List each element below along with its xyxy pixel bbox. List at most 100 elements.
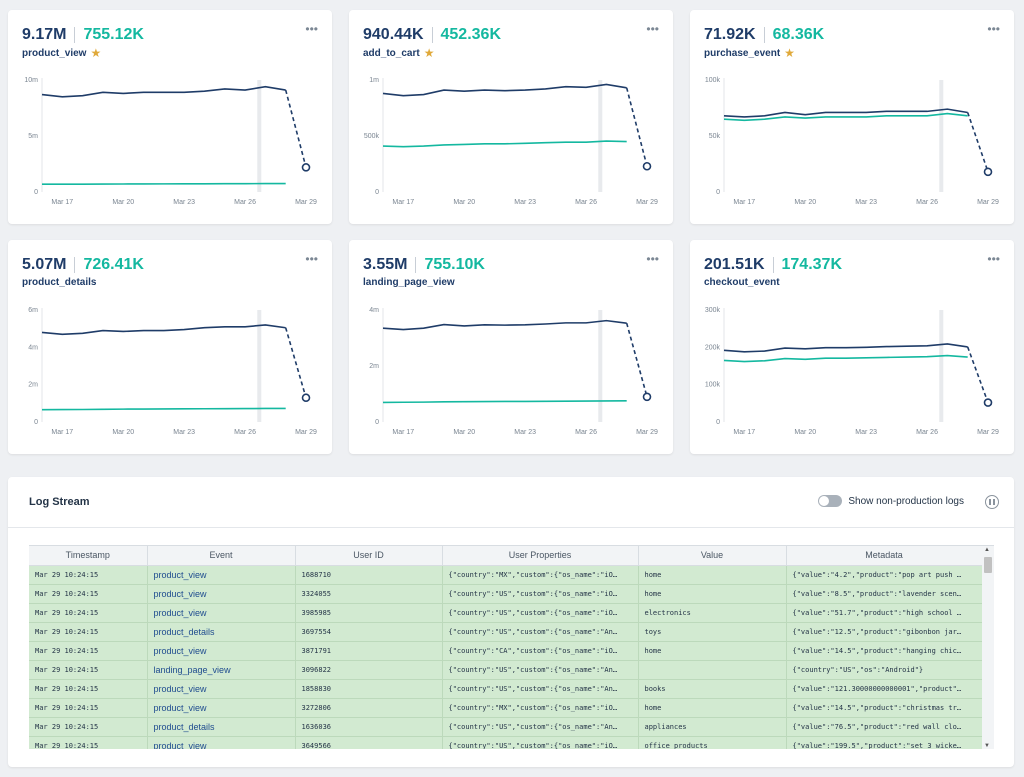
table-cell: Mar 29 10:24:15 xyxy=(29,565,148,585)
scroll-thumb[interactable] xyxy=(984,557,992,573)
event-link[interactable]: product_view xyxy=(147,698,296,718)
more-options-icon[interactable]: ••• xyxy=(646,22,659,36)
table-cell: Mar 29 10:24:15 xyxy=(29,622,148,642)
table-cell: Mar 29 10:24:15 xyxy=(29,660,148,680)
y-tick-label: 0 xyxy=(34,189,38,196)
column-header[interactable]: Value xyxy=(638,546,787,566)
scroll-up-icon[interactable]: ▲ xyxy=(984,547,990,553)
table-cell: {"value":"14.5","product":"hanging chic… xyxy=(786,641,983,661)
more-options-icon[interactable]: ••• xyxy=(305,252,318,266)
divider xyxy=(772,257,774,273)
series-total-line xyxy=(723,108,968,118)
series-total-projection xyxy=(284,89,307,168)
more-options-icon[interactable]: ••• xyxy=(305,22,318,36)
table-row[interactable]: Mar 29 10:24:15 product_view 1858830 {"coun… xyxy=(29,679,983,699)
scroll-down-icon[interactable]: ▼ xyxy=(984,743,990,749)
column-header[interactable]: Metadata xyxy=(786,546,983,566)
y-tick-label: 1m xyxy=(369,77,379,84)
series-total-projection xyxy=(625,87,648,167)
unique-count: 755.10K xyxy=(424,256,485,273)
event-link[interactable]: product_view xyxy=(147,565,296,585)
more-options-icon[interactable]: ••• xyxy=(987,252,1000,266)
table-cell: {"country":"US","custom":{"os_name":"An… xyxy=(442,717,639,737)
x-tick-label: Mar 20 xyxy=(794,429,816,436)
event-name-label: purchase_event xyxy=(704,47,781,59)
total-count: 940.44K xyxy=(363,26,424,43)
pause-icon-bar xyxy=(993,499,995,505)
table-row[interactable]: Mar 29 10:24:15 product_view 3649566 {"coun… xyxy=(29,736,983,749)
table-row[interactable]: Mar 29 10:24:15 product_details 3697554 {"c… xyxy=(29,622,983,642)
non-production-toggle[interactable] xyxy=(818,495,843,507)
metric-card-add-to-cart[interactable]: 940.44K 452.36K add_to_cart ★ ••• 1m 500k 0 Mar … xyxy=(349,10,673,224)
event-link[interactable]: product_details xyxy=(147,622,296,642)
toggle-label: Show non-production logs xyxy=(848,495,964,507)
current-period-marker xyxy=(257,310,262,422)
event-name: purchase_event ★ xyxy=(704,47,795,59)
column-header[interactable]: Event xyxy=(147,546,296,566)
x-tick-label: Mar 20 xyxy=(112,429,134,436)
event-link[interactable]: product_view xyxy=(147,584,296,604)
table-row[interactable]: Mar 29 10:24:15 product_view 3324055 {"coun… xyxy=(29,584,983,604)
table-row[interactable]: Mar 29 10:24:15 product_details 1636036 {"c… xyxy=(29,717,983,737)
series-unique-line xyxy=(382,400,627,404)
event-link[interactable]: product_view xyxy=(147,736,296,749)
x-tick-label: Mar 23 xyxy=(514,429,536,436)
unique-count: 726.41K xyxy=(83,256,144,273)
column-header[interactable]: User Properties xyxy=(442,546,639,566)
metric-card-purchase-event[interactable]: 71.92K 68.36K purchase_event ★ ••• 100k 50k 0 Ma… xyxy=(690,10,1014,224)
table-row[interactable]: Mar 29 10:24:15 product_view 3871791 {"coun… xyxy=(29,641,983,661)
log-table-container[interactable]: Timestamp Event User ID User Properties Valu… xyxy=(29,545,994,749)
table-cell: {"country":"US","custom":{"os_name":"iO… xyxy=(442,736,639,749)
table-cell: books xyxy=(638,679,787,699)
table-cell: 1858830 xyxy=(295,679,443,699)
x-tick-label: Mar 17 xyxy=(392,429,414,436)
table-cell: {"country":"US","custom":{"os_name":"iO… xyxy=(442,603,639,623)
total-count: 3.55M xyxy=(363,256,408,273)
event-link[interactable]: product_details xyxy=(147,717,296,737)
more-options-icon[interactable]: ••• xyxy=(987,22,1000,36)
metric-card-landing-page-view[interactable]: 3.55M 755.10K landing_page_view ••• 4m 2m 0 Mar… xyxy=(349,240,673,454)
series-total-projection xyxy=(966,112,989,173)
metric-card-checkout-event[interactable]: 201.51K 174.37K checkout_event ••• 300k 200k 1… xyxy=(690,240,1014,454)
current-period-marker xyxy=(598,80,603,192)
event-link[interactable]: landing_page_view xyxy=(147,660,296,680)
x-tick-label: Mar 29 xyxy=(636,199,658,206)
star-icon[interactable]: ★ xyxy=(90,46,102,60)
table-row[interactable]: Mar 29 10:24:15 product_view 3985985 {"coun… xyxy=(29,603,983,623)
star-icon[interactable]: ★ xyxy=(784,46,795,60)
x-tick-label: Mar 23 xyxy=(855,429,877,436)
metric-card-product-details[interactable]: 5.07M 726.41K product_details ••• 6m 4m 2m 0 Mar… xyxy=(8,240,332,454)
metric-card-product-view[interactable]: 9.17M 755.12K product_view ★ ••• 10m 5m 0 Mar 17… xyxy=(8,10,332,224)
column-header[interactable]: User ID xyxy=(295,546,443,566)
table-cell: Mar 29 10:24:15 xyxy=(29,641,148,661)
table-cell: {"country":"US","custom":{"os_name":"An… xyxy=(442,660,639,680)
column-header[interactable]: Timestamp xyxy=(29,546,148,566)
table-cell: 1688710 xyxy=(295,565,443,585)
event-name-label: landing_page_view xyxy=(363,277,455,288)
toggle-knob xyxy=(819,496,830,506)
divider xyxy=(8,527,1014,528)
y-tick-label: 0 xyxy=(375,419,379,426)
y-tick-label: 0 xyxy=(716,189,720,196)
y-tick-label: 6m xyxy=(28,307,38,314)
x-tick-label: Mar 17 xyxy=(733,199,755,206)
table-cell: toys xyxy=(638,622,787,642)
non-production-toggle-group: Show non-production logs xyxy=(818,495,964,507)
table-row[interactable]: Mar 29 10:24:15 product_view 1688710 {"coun… xyxy=(29,565,983,585)
table-scrollbar[interactable]: ▲ ▼ xyxy=(982,546,994,749)
table-row[interactable]: Mar 29 10:24:15 product_view 3272806 {"coun… xyxy=(29,698,983,718)
event-name-label: product_details xyxy=(22,277,97,288)
event-link[interactable]: product_view xyxy=(147,679,296,699)
more-options-icon[interactable]: ••• xyxy=(646,252,659,266)
table-row[interactable]: Mar 29 10:24:15 landing_page_view 3096822{… xyxy=(29,660,983,680)
table-cell: {"country":"MX","custom":{"os_name":"iO… xyxy=(442,698,639,718)
series-total-line xyxy=(723,343,968,353)
pause-button[interactable] xyxy=(985,495,999,509)
event-link[interactable]: product_view xyxy=(147,603,296,623)
event-name: add_to_cart ★ xyxy=(363,47,434,59)
star-icon[interactable]: ★ xyxy=(423,46,435,60)
y-tick-label: 50k xyxy=(709,133,721,140)
table-cell: 3649566 xyxy=(295,736,443,749)
event-link[interactable]: product_view xyxy=(147,641,296,661)
table-cell: 1636036 xyxy=(295,717,443,737)
